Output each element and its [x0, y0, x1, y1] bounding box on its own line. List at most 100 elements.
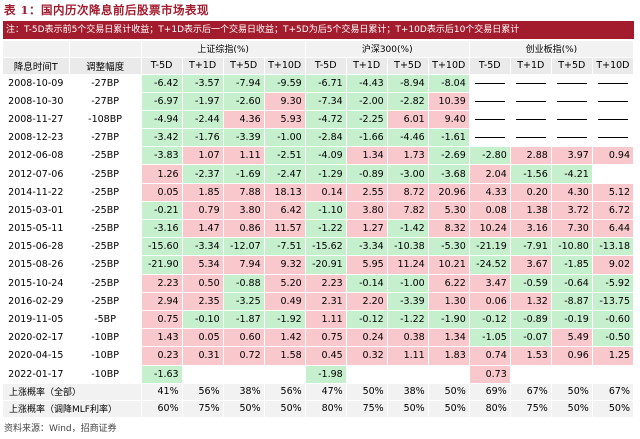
value-cell: 0.06: [469, 292, 511, 311]
value-cell: -3.57: [182, 74, 224, 93]
value-cell: 0.38: [387, 328, 429, 348]
row-adjustment: -25BP: [69, 183, 142, 202]
value-cell: 2.94: [141, 292, 183, 311]
value-cell: -2.60: [223, 92, 265, 111]
table-row: 2012-06-08 -25BP -3.83 1.07 1.11 -2.51 -4.09 1.…: [3, 146, 635, 166]
value-cell: -3.34: [182, 237, 224, 257]
group-sh-composite: 上证综指(%): [141, 41, 306, 58]
value-cell: 1.27: [346, 219, 388, 239]
value-cell: -1.22: [387, 310, 429, 330]
value-cell: 4.36: [223, 110, 265, 130]
row-adjustment: -25BP: [69, 237, 142, 257]
probability-cell: 56%: [182, 383, 224, 401]
value-cell: 1.30: [428, 292, 470, 311]
row-date: 2014-11-22: [3, 183, 70, 202]
probability-cell: 80%: [305, 400, 347, 418]
row-date: 2008-11-27: [3, 110, 70, 130]
value-cell: 1.83: [428, 346, 470, 366]
row-date: 2008-12-23: [3, 128, 70, 148]
value-cell: 0.20: [510, 183, 552, 202]
value-cell: [264, 365, 306, 384]
value-cell: -8.87: [551, 292, 593, 311]
group-chinext: 创业板指(%): [469, 41, 635, 58]
probability-cell: 56%: [264, 383, 306, 401]
period-header: T-5D: [305, 57, 347, 75]
probability-cell: 50%: [551, 383, 593, 401]
probability-cell: 60%: [141, 400, 183, 418]
no-data-dash: [510, 74, 552, 93]
value-cell: -2.82: [387, 92, 429, 111]
value-cell: -21.90: [141, 255, 183, 275]
value-cell: 2.31: [305, 292, 347, 311]
value-cell: 1.11: [305, 310, 347, 330]
period-header: T+10D: [428, 57, 470, 75]
table-row: 2022-01-17 -10BP -1.63 -1.98 0.73: [3, 365, 635, 384]
value-cell: 11.57: [264, 219, 306, 239]
value-cell: [592, 164, 635, 184]
row-date: 2020-02-17: [3, 328, 70, 348]
value-cell: -7.34: [305, 92, 347, 111]
value-cell: -7.94: [223, 74, 265, 93]
value-cell: -3.39: [387, 292, 429, 311]
probability-cell: 50%: [223, 400, 265, 418]
probability-row: 上涨概率（调降MLF利率） 60% 75% 50% 50% 80% 75% 50% 50% 80%…: [3, 400, 635, 418]
value-cell: -15.62: [305, 237, 347, 257]
value-cell: 0.49: [264, 292, 306, 311]
value-cell: -3.42: [141, 128, 183, 148]
date-column-header: 降息时间T: [3, 57, 70, 75]
probability-row: 上涨概率（全部） 41% 56% 38% 56% 47% 50% 38% 50% 69% 67% 50…: [3, 383, 635, 401]
value-cell: 0.94: [592, 146, 635, 166]
value-cell: -0.21: [141, 201, 183, 221]
value-cell: -5.92: [592, 274, 635, 293]
value-cell: 1.43: [141, 328, 183, 348]
period-header: T-5D: [141, 57, 183, 75]
value-cell: -1.92: [264, 310, 306, 330]
period-header: T+1D: [182, 57, 224, 75]
value-cell: 5.30: [428, 201, 470, 221]
period-header: T+5D: [551, 57, 593, 75]
probability-label: 上涨概率（调降MLF利率）: [3, 400, 142, 418]
group-header-row: 上证综指(%) 沪深300(%) 创业板指(%): [3, 41, 635, 58]
row-adjustment: -27BP: [69, 74, 142, 93]
value-cell: 1.11: [223, 146, 265, 166]
no-data-dash: [469, 74, 511, 93]
value-cell: 7.82: [387, 201, 429, 221]
table-row: 2008-11-27 -108BP -4.94 -2.44 4.36 5.93 -4.72-…: [3, 110, 635, 130]
value-cell: 0.86: [223, 219, 265, 239]
table-row: 2014-11-22 -25BP 0.05 1.85 7.88 18.13 0.14 2.55…: [3, 183, 635, 202]
value-cell: -2.51: [264, 146, 306, 166]
period-header: T+10D: [592, 57, 635, 75]
row-date: 2015-06-28: [3, 237, 70, 257]
probability-label: 上涨概率（全部）: [3, 383, 142, 401]
row-adjustment: -25BP: [69, 292, 142, 311]
blank-header: [69, 41, 142, 58]
value-cell: -5.30: [428, 237, 470, 257]
period-header: T+5D: [223, 57, 265, 75]
value-cell: 6.42: [264, 201, 306, 221]
value-cell: -4.43: [346, 74, 388, 93]
no-data-dash: [592, 110, 635, 130]
value-cell: -10.80: [551, 237, 593, 257]
probability-cell: 67%: [592, 383, 635, 401]
row-adjustment: -27BP: [69, 92, 142, 111]
value-cell: 7.30: [551, 219, 593, 239]
row-adjustment: -10BP: [69, 328, 142, 348]
value-cell: -0.64: [551, 274, 593, 293]
value-cell: 20.96: [428, 183, 470, 202]
row-date: 2016-02-29: [3, 292, 70, 311]
column-header-row: 降息时间T 调整幅度 T-5D T+1D T+5D T+10D T-5D T+1…: [3, 57, 635, 75]
value-cell: 9.32: [264, 255, 306, 275]
value-cell: 8.32: [428, 219, 470, 239]
value-cell: -3.25: [223, 292, 265, 311]
no-data-dash: [551, 92, 593, 111]
value-cell: -6.42: [141, 74, 183, 93]
value-cell: -10.38: [387, 237, 429, 257]
value-cell: -3.34: [346, 237, 388, 257]
value-cell: 0.24: [346, 328, 388, 348]
no-data-dash: [592, 92, 635, 111]
value-cell: -2.69: [428, 146, 470, 166]
value-cell: 1.11: [387, 346, 429, 366]
row-adjustment: -25BP: [69, 274, 142, 293]
blank-header: [3, 41, 70, 58]
probability-cell: 75%: [510, 400, 552, 418]
